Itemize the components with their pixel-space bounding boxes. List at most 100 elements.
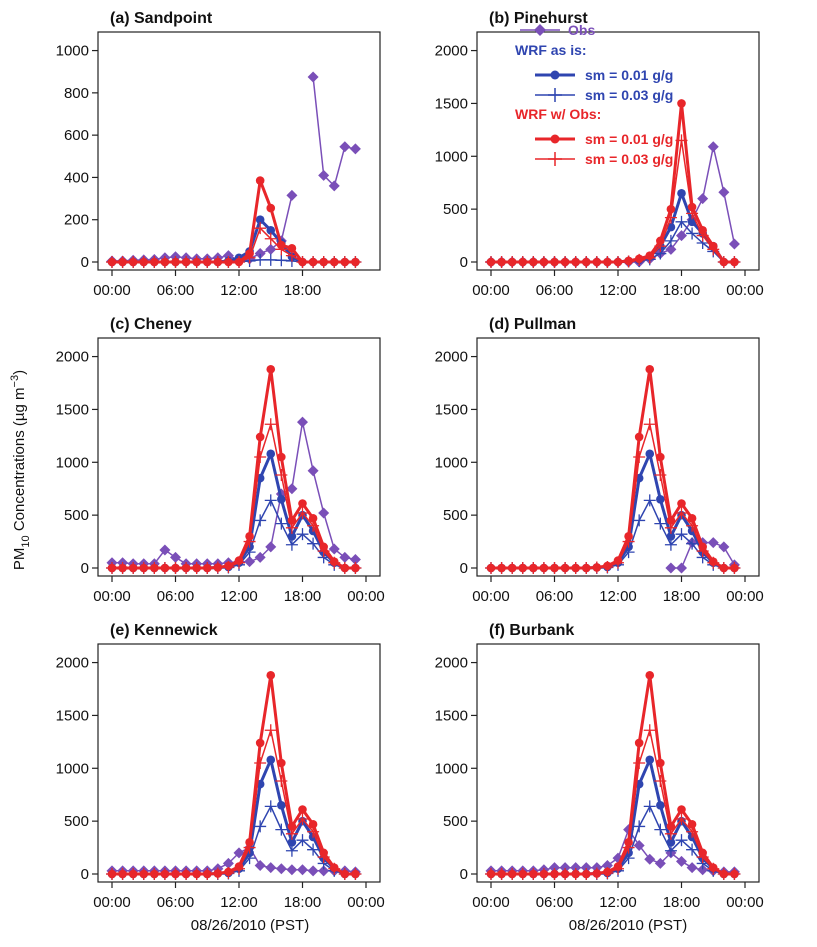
data-point xyxy=(539,563,549,573)
data-point xyxy=(296,528,309,541)
legend: Obs WRF as is: sm = 0.01 g/g sm = 0.03 g… xyxy=(515,22,673,167)
data-point xyxy=(128,257,138,267)
data-point xyxy=(550,257,559,267)
data-point xyxy=(264,253,277,266)
legend-wrfobs-b-label: sm = 0.03 g/g xyxy=(585,151,673,167)
y-tick-label: 1500 xyxy=(435,95,468,112)
data-point xyxy=(603,561,612,571)
data-point xyxy=(718,186,730,198)
y-tick-label: 0 xyxy=(460,560,468,577)
data-point xyxy=(202,257,212,267)
panels: (a) Sandpoint 0 200 400 600 800 1000 00:00 06:00… xyxy=(56,10,764,911)
data-point xyxy=(656,494,665,504)
data-point xyxy=(677,188,686,198)
data-point xyxy=(255,738,265,748)
data-point xyxy=(296,813,309,826)
data-point xyxy=(549,862,560,874)
data-point xyxy=(656,800,665,810)
y-tick-label: 1000 xyxy=(435,760,468,777)
data-point xyxy=(319,542,328,552)
data-point xyxy=(319,257,328,267)
data-point xyxy=(507,257,517,267)
data-point xyxy=(266,203,276,213)
data-point xyxy=(107,869,117,879)
data-point xyxy=(645,449,655,459)
data-point xyxy=(666,516,676,525)
data-point xyxy=(349,143,361,155)
series-1 xyxy=(486,755,739,879)
series-line xyxy=(491,423,735,569)
data-point xyxy=(264,724,277,737)
series-line xyxy=(112,227,356,263)
legend-obs-label: Obs xyxy=(568,22,595,38)
data-point xyxy=(340,563,350,573)
data-point xyxy=(298,805,307,814)
data-point xyxy=(666,822,676,831)
data-point xyxy=(698,542,707,552)
series-line xyxy=(491,729,735,875)
x-tick-label: 06:00 xyxy=(157,282,195,299)
x-tick-label: 00:00 xyxy=(347,588,385,605)
x-axis-label-left: 08/26/2010 (PST) xyxy=(191,917,309,934)
series-0 xyxy=(106,71,361,267)
data-point xyxy=(676,230,687,242)
data-point xyxy=(718,541,730,553)
y-tick-label: 0 xyxy=(460,866,468,883)
series-line xyxy=(112,179,356,264)
data-point xyxy=(486,869,496,879)
plot-frame xyxy=(476,337,760,577)
data-point xyxy=(686,227,699,240)
data-point xyxy=(351,563,360,573)
data-point xyxy=(497,563,506,573)
data-point xyxy=(340,869,350,879)
y-tick-label: 0 xyxy=(81,254,89,271)
data-point xyxy=(308,820,318,829)
data-point xyxy=(550,869,559,879)
data-point xyxy=(128,563,138,573)
legend-obs: Obs xyxy=(520,22,595,38)
x-tick-label: 00:00 xyxy=(726,282,764,299)
data-point xyxy=(687,202,697,212)
data-point xyxy=(633,757,646,769)
data-point xyxy=(171,257,180,267)
data-point xyxy=(643,724,656,737)
plot-frame xyxy=(97,31,381,271)
y-tick-label: 0 xyxy=(81,560,89,577)
data-point xyxy=(559,862,571,874)
data-point xyxy=(697,193,709,205)
data-point xyxy=(518,257,528,267)
x-tick-label: 12:00 xyxy=(599,588,637,605)
data-point xyxy=(275,863,287,875)
data-point xyxy=(264,800,277,813)
data-point xyxy=(730,869,739,879)
data-point xyxy=(264,232,277,245)
data-point xyxy=(266,225,276,235)
data-point xyxy=(170,551,181,563)
data-point xyxy=(518,869,528,879)
x-tick-label: 18:00 xyxy=(663,282,701,299)
data-point xyxy=(296,834,309,847)
series-3 xyxy=(107,176,360,267)
data-point xyxy=(150,869,159,879)
data-point xyxy=(308,257,318,267)
data-point xyxy=(297,416,308,428)
data-point xyxy=(707,537,719,549)
chart-panel-1: (a) Sandpoint 0 200 400 600 800 1000 00:00 06:00… xyxy=(56,10,381,299)
data-point xyxy=(202,869,212,879)
data-point xyxy=(698,225,707,235)
data-point xyxy=(686,843,699,856)
data-point xyxy=(275,823,288,836)
y-tick-label: 2000 xyxy=(56,349,89,366)
data-point xyxy=(529,563,538,573)
x-tick-label: 06:00 xyxy=(536,282,574,299)
x-tick-label: 00:00 xyxy=(93,282,131,299)
x-tick-label: 00:00 xyxy=(93,588,131,605)
data-point xyxy=(340,257,350,267)
data-point xyxy=(150,257,159,267)
data-point xyxy=(254,514,267,527)
data-point xyxy=(287,822,297,831)
chart-title: (d) Pullman xyxy=(489,316,576,333)
data-point xyxy=(675,528,688,541)
data-point xyxy=(687,514,697,523)
data-point xyxy=(160,563,170,573)
